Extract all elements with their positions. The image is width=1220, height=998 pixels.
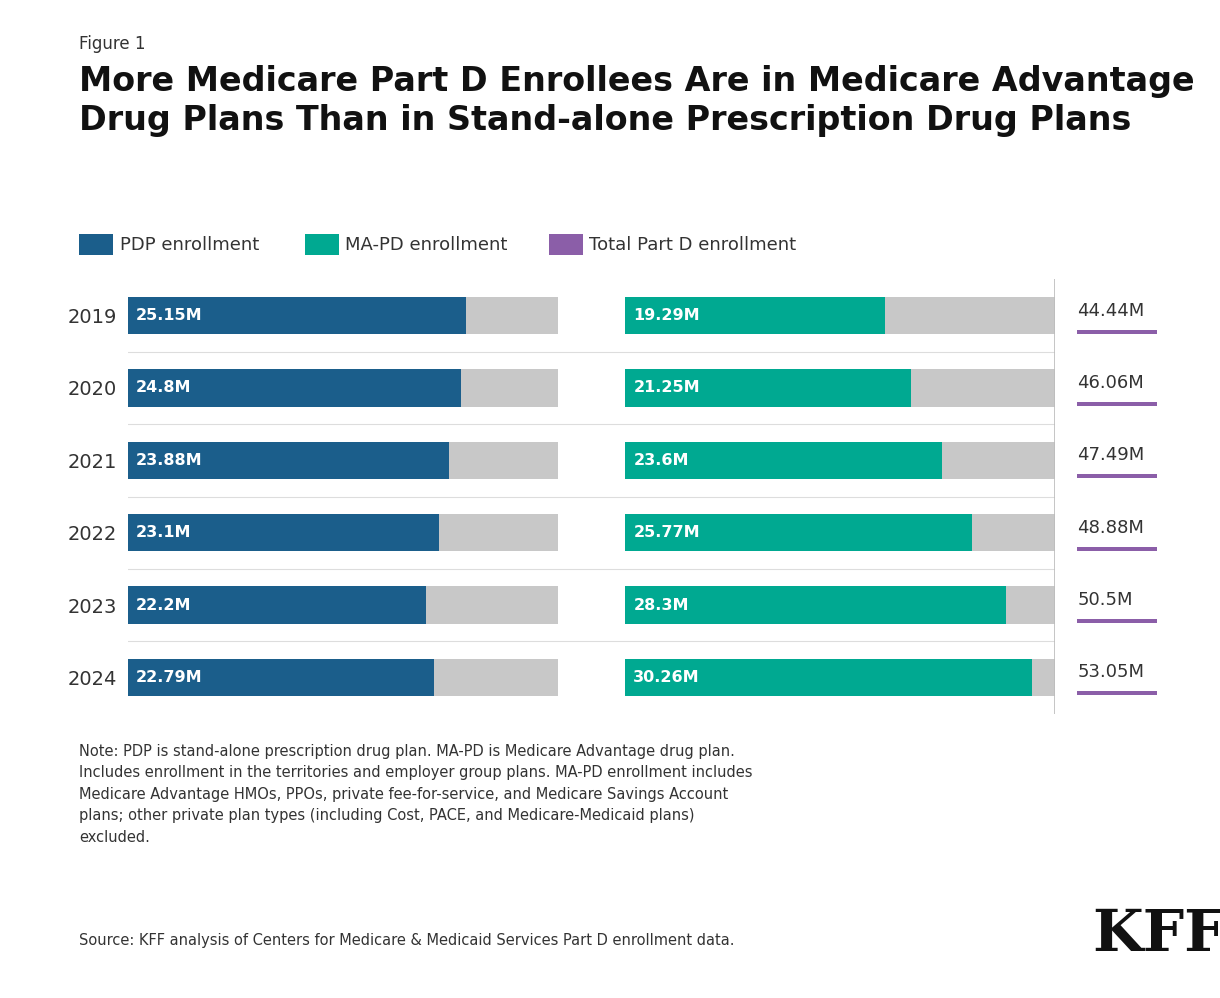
Text: 48.88M: 48.88M [1077,519,1144,537]
Bar [128,586,427,624]
Text: 28.3M: 28.3M [633,598,689,613]
Bar [427,586,558,624]
Bar [626,296,884,334]
Bar [128,514,438,552]
Bar [1005,586,1055,624]
Text: MA-PD enrollment: MA-PD enrollment [345,236,508,253]
Text: Note: PDP is stand-alone prescription drug plan. MA-PD is Medicare Advantage dru: Note: PDP is stand-alone prescription dr… [79,744,753,845]
Text: KFF: KFF [1092,907,1220,963]
Bar [942,441,1055,479]
Bar [626,586,1005,624]
Text: 44.44M: 44.44M [1077,301,1144,319]
Bar [911,369,1055,407]
Bar [128,441,449,479]
Text: 22.2M: 22.2M [137,598,192,613]
Bar [128,659,434,697]
Text: PDP enrollment: PDP enrollment [120,236,259,253]
Text: 53.05M: 53.05M [1077,664,1144,682]
Text: 25.15M: 25.15M [137,308,203,323]
Text: Figure 1: Figure 1 [79,35,146,53]
Bar [466,296,558,334]
Text: Source: KFF analysis of Centers for Medicare & Medicaid Services Part D enrollme: Source: KFF analysis of Centers for Medi… [79,933,734,948]
Bar [971,514,1055,552]
Text: 19.29M: 19.29M [633,308,700,323]
Text: 23.6M: 23.6M [633,453,689,468]
Bar [626,659,1032,697]
Bar [461,369,558,407]
Text: 23.88M: 23.88M [137,453,203,468]
Text: 50.5M: 50.5M [1077,591,1132,609]
Text: Total Part D enrollment: Total Part D enrollment [589,236,797,253]
Bar [438,514,558,552]
Text: 23.1M: 23.1M [137,525,192,540]
Text: 24.8M: 24.8M [137,380,192,395]
Text: 30.26M: 30.26M [633,670,700,685]
Text: More Medicare Part D Enrollees Are in Medicare Advantage
Drug Plans Than in Stan: More Medicare Part D Enrollees Are in Me… [79,65,1194,138]
Bar [626,369,911,407]
Bar [884,296,1055,334]
Bar [626,514,971,552]
Bar [128,369,461,407]
Bar [626,441,942,479]
Bar [1032,659,1055,697]
Bar [128,296,466,334]
Text: 21.25M: 21.25M [633,380,700,395]
Text: 22.79M: 22.79M [137,670,203,685]
Text: 47.49M: 47.49M [1077,446,1144,464]
Bar [434,659,558,697]
Text: 25.77M: 25.77M [633,525,700,540]
Bar [449,441,558,479]
Text: 46.06M: 46.06M [1077,374,1144,392]
